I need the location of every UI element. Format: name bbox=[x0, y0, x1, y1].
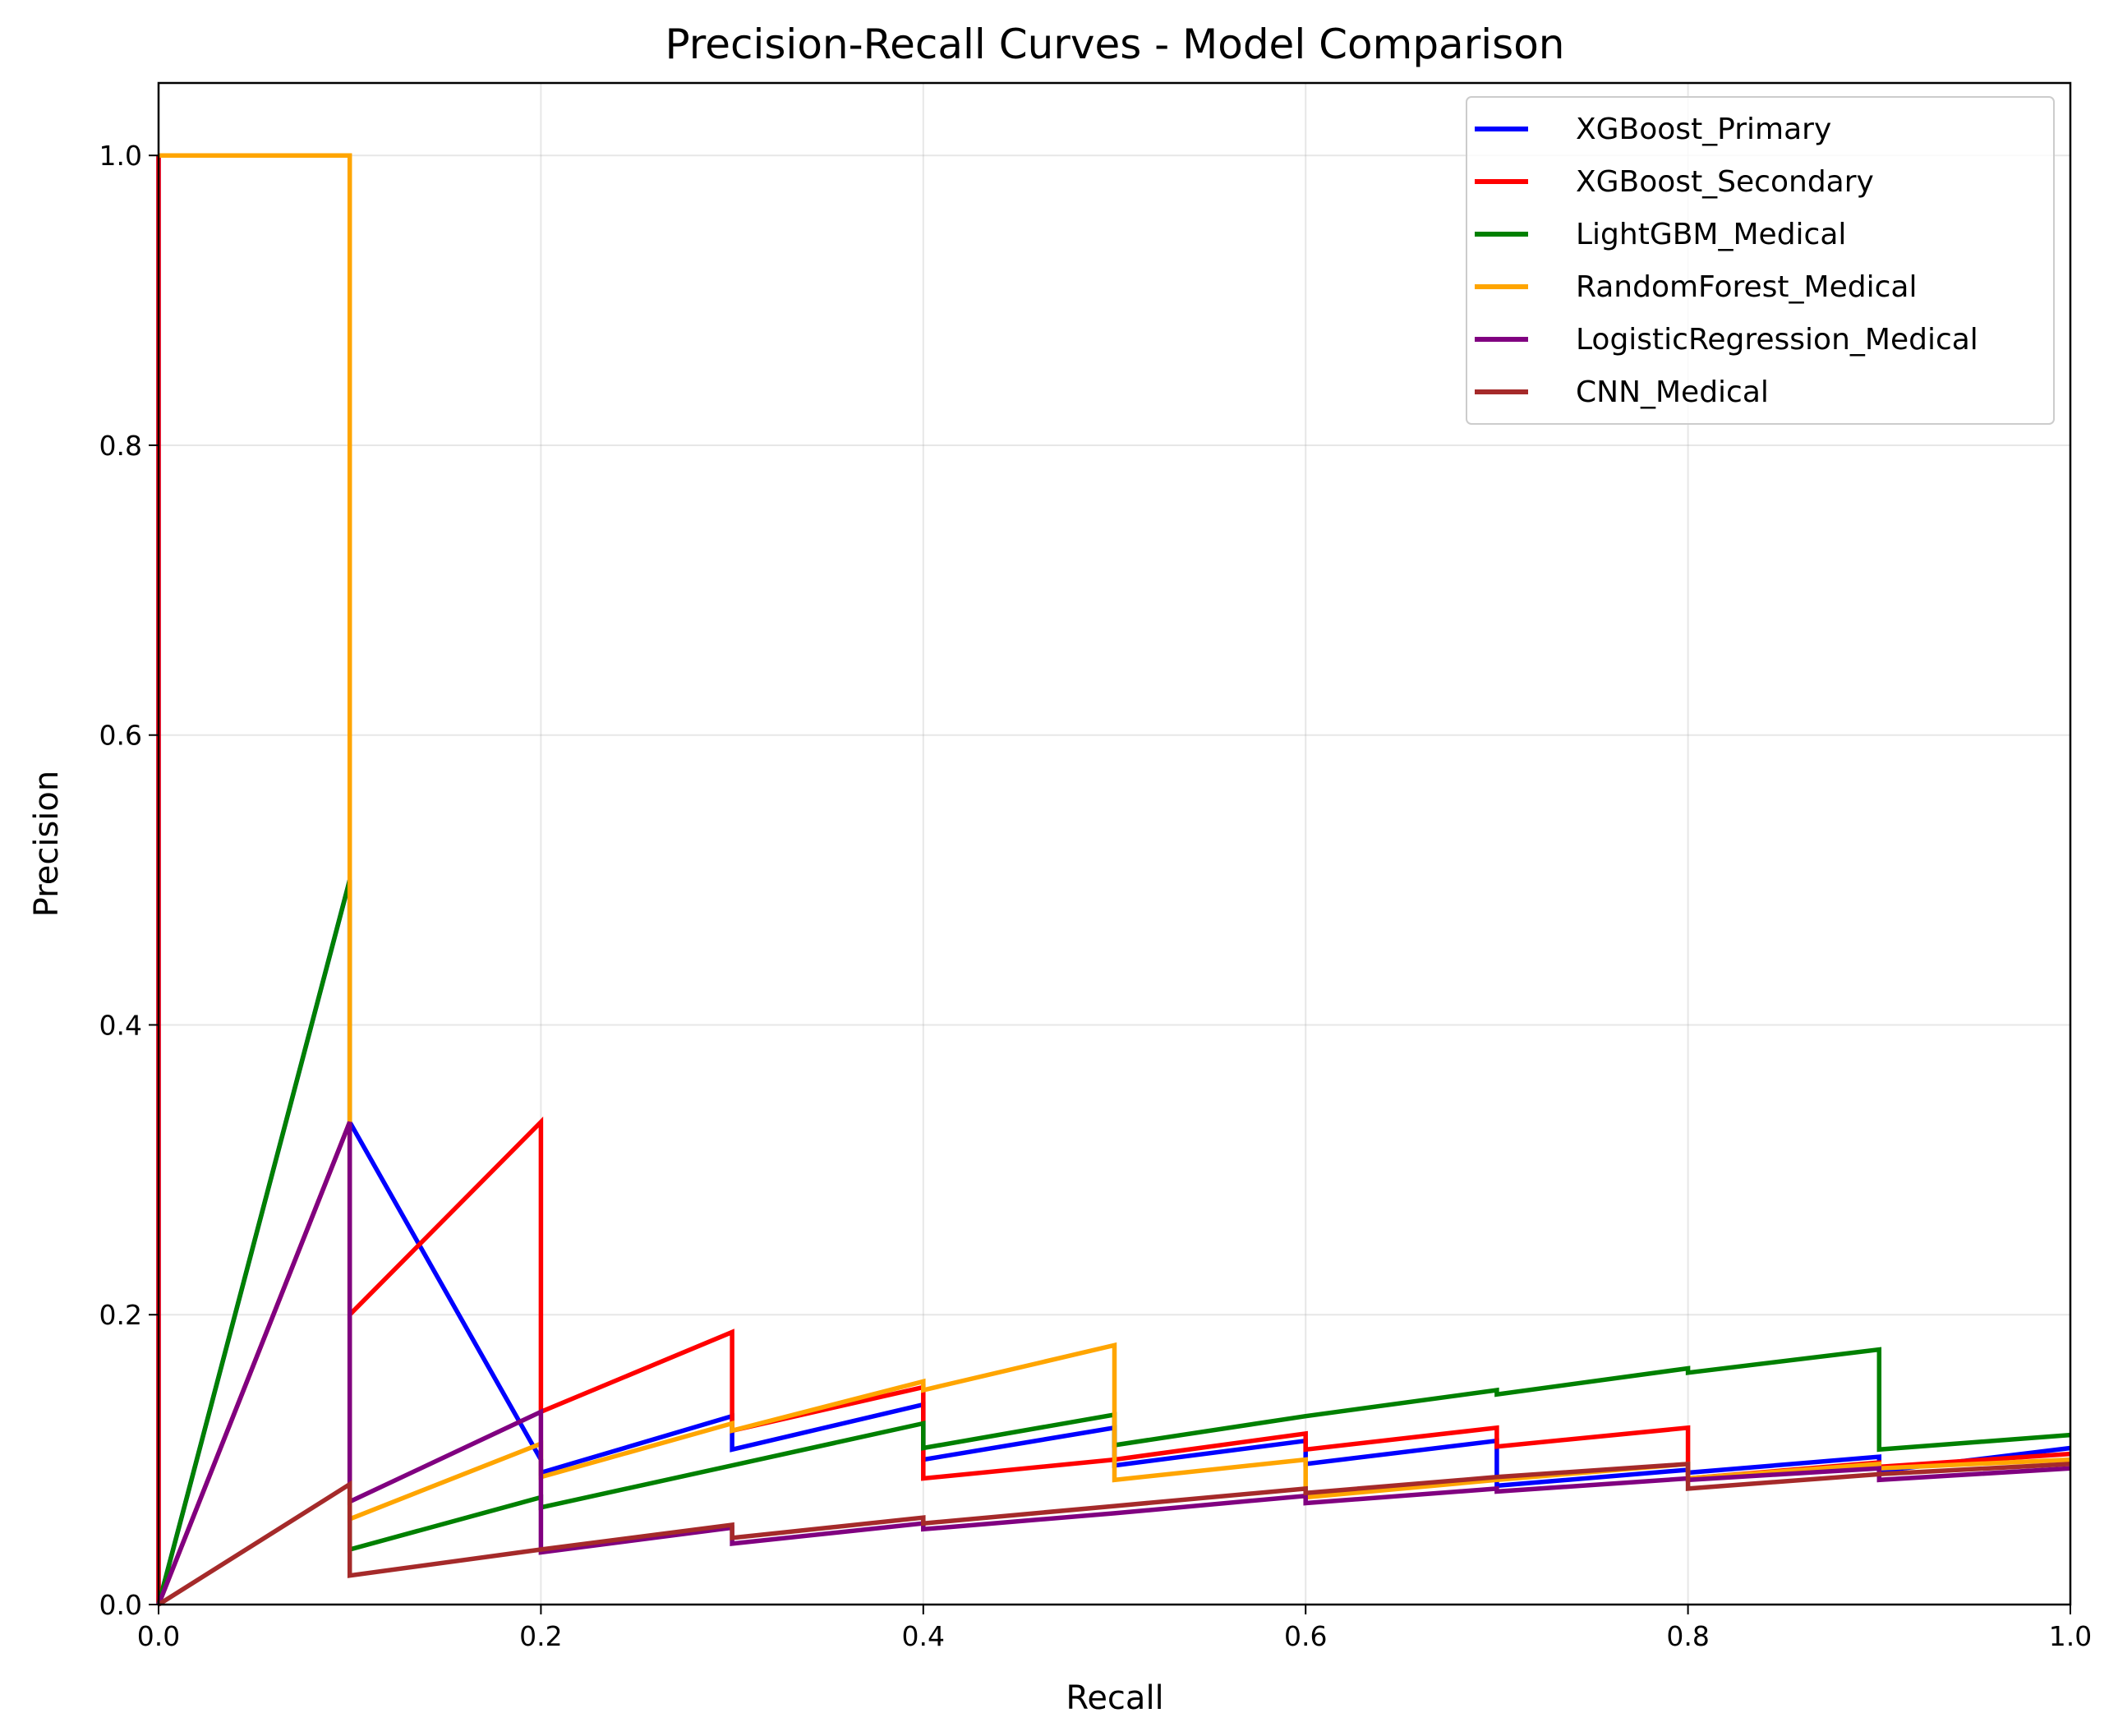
legend-label: LightGBM_Medical bbox=[1576, 218, 1846, 251]
legend-label: CNN_Medical bbox=[1576, 375, 1769, 409]
x-tick-label: 0.0 bbox=[137, 1620, 180, 1652]
y-tick-label: 1.0 bbox=[99, 140, 142, 172]
x-axis-ticks: 0.0 0.2 0.4 0.6 0.8 1.0 bbox=[137, 1605, 2092, 1652]
x-tick-label: 0.4 bbox=[902, 1620, 945, 1652]
x-tick-label: 1.0 bbox=[2049, 1620, 2092, 1652]
plot-frame bbox=[157, 81, 2072, 1606]
y-tick-label: 0.4 bbox=[99, 1009, 142, 1041]
x-tick-label: 0.6 bbox=[1284, 1620, 1327, 1652]
y-tick-label: 0.0 bbox=[99, 1589, 142, 1621]
series-line-cnn-medical bbox=[157, 1461, 2071, 1607]
y-tick-label: 0.6 bbox=[99, 720, 142, 752]
chart-title: Precision-Recall Curves - Model Comparis… bbox=[665, 21, 1565, 68]
series-line-lightgbm-medical bbox=[156, 879, 2071, 1605]
x-tick-label: 0.8 bbox=[1666, 1620, 1709, 1652]
legend: XGBoost_Primary XGBoost_Secondary LightGBM… bbox=[1466, 96, 2055, 425]
y-axis-label: Precision bbox=[28, 771, 66, 917]
legend-label: RandomForest_Medical bbox=[1576, 270, 1917, 304]
legend-label: XGBoost_Primary bbox=[1576, 113, 1831, 146]
y-axis-ticks: 0.0 0.2 0.4 0.6 0.8 1.0 bbox=[99, 140, 159, 1621]
legend-label: XGBoost_Secondary bbox=[1576, 165, 1874, 199]
x-tick-label: 0.2 bbox=[519, 1620, 562, 1652]
y-tick-label: 0.8 bbox=[99, 430, 142, 462]
series-layer bbox=[156, 153, 2071, 1607]
y-tick-label: 0.2 bbox=[99, 1299, 142, 1331]
legend-box bbox=[1466, 96, 2055, 425]
legend-label: LogisticRegression_Medical bbox=[1576, 323, 1978, 357]
x-axis-label: Recall bbox=[1066, 1679, 1163, 1717]
